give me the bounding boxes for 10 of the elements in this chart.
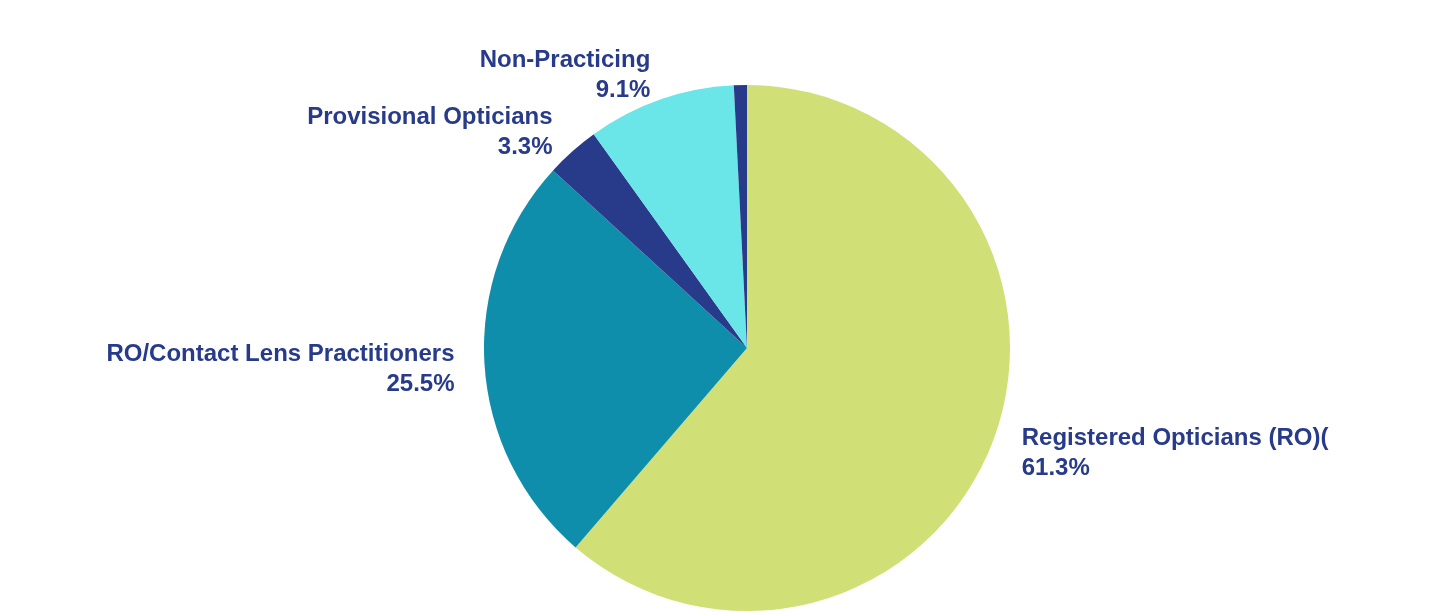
data-label: 3.3% <box>497 132 553 160</box>
slice-label: Registered Opticians (RO)( <box>1021 423 1329 451</box>
slice-label: RO/Contact Lens Practitioners <box>106 338 455 366</box>
pie-slice <box>553 134 747 348</box>
slice-label: Provisional Opticians <box>307 102 553 130</box>
data-label: 61.3% <box>1021 453 1090 481</box>
data-label: 9.1% <box>595 74 651 102</box>
slice-label: Non-Practicing <box>479 44 651 72</box>
pie-slice <box>484 170 747 548</box>
data-label: 25.5% <box>386 368 455 396</box>
